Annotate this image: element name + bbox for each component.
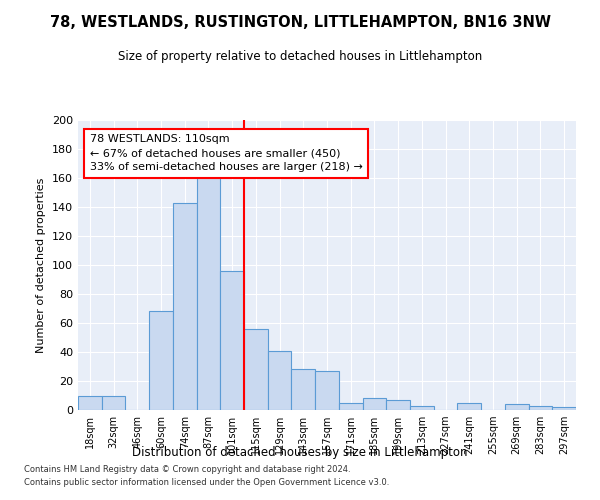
Text: Size of property relative to detached houses in Littlehampton: Size of property relative to detached ho… [118,50,482,63]
Bar [292,370,315,410]
Bar [386,400,410,410]
Bar [362,398,386,410]
Bar [173,202,197,410]
Bar [552,407,576,410]
Bar [197,176,220,410]
Bar [315,371,339,410]
Bar [102,396,125,410]
Bar [339,403,362,410]
Bar [457,403,481,410]
Bar [244,329,268,410]
Bar [268,350,292,410]
Text: Contains HM Land Registry data © Crown copyright and database right 2024.: Contains HM Land Registry data © Crown c… [24,466,350,474]
Bar [78,396,102,410]
Text: 78 WESTLANDS: 110sqm
← 67% of detached houses are smaller (450)
33% of semi-deta: 78 WESTLANDS: 110sqm ← 67% of detached h… [90,134,363,172]
Text: Distribution of detached houses by size in Littlehampton: Distribution of detached houses by size … [132,446,468,459]
Y-axis label: Number of detached properties: Number of detached properties [37,178,46,352]
Bar [149,312,173,410]
Bar [220,271,244,410]
Text: 78, WESTLANDS, RUSTINGTON, LITTLEHAMPTON, BN16 3NW: 78, WESTLANDS, RUSTINGTON, LITTLEHAMPTON… [49,15,551,30]
Bar [529,406,552,410]
Bar [410,406,434,410]
Bar [505,404,529,410]
Text: Contains public sector information licensed under the Open Government Licence v3: Contains public sector information licen… [24,478,389,487]
